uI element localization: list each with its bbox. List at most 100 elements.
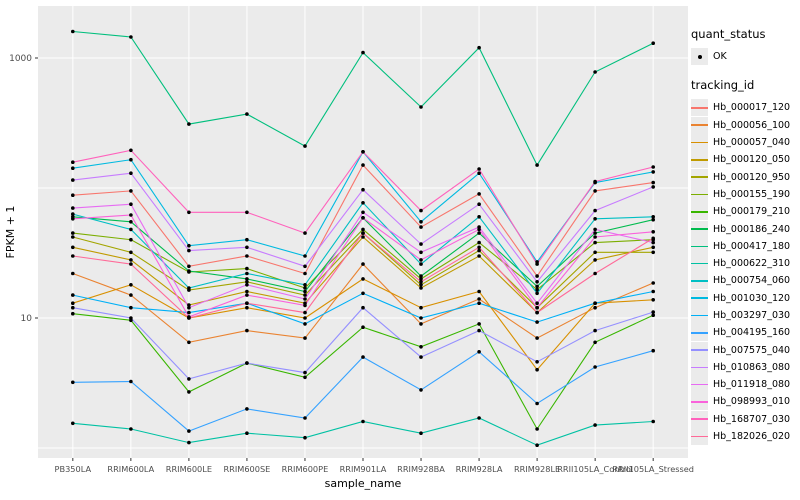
line-swatch-icon: [691, 297, 708, 299]
legend-entry-tracking: Hb_000622_310: [691, 255, 791, 273]
legend-entry-tracking: Hb_004195_160: [691, 324, 791, 342]
series-color-key: [691, 168, 708, 186]
legend-entry-tracking: Hb_010863_080: [691, 358, 790, 376]
legend: quant_status OK tracking_id Hb_000017_12…: [691, 27, 791, 446]
data-point: [651, 41, 655, 45]
legend-entry-tracking: Hb_168707_030: [691, 410, 790, 428]
legend-label-tracking: Hb_001030_120: [713, 292, 791, 304]
series-color-key: [691, 307, 708, 324]
legend-entry-tracking: Hb_000120_950: [691, 168, 790, 186]
data-point: [535, 443, 539, 448]
legend-label-tracking: Hb_000417_180: [713, 240, 791, 252]
data-point: [593, 423, 597, 427]
data-point: [129, 227, 133, 232]
data-point: [593, 240, 597, 245]
legend-label-tracking: Hb_000120_050: [713, 154, 791, 166]
x-axis-title: sample_name: [325, 477, 402, 490]
point-icon: [697, 54, 702, 59]
data-point: [593, 328, 597, 333]
data-point: [477, 227, 481, 232]
line-swatch-icon: [691, 193, 708, 196]
data-point: [303, 435, 307, 440]
data-point: [245, 280, 249, 284]
data-point: [651, 281, 655, 285]
data-point: [477, 202, 481, 206]
legend-label-tracking: Hb_000017_120: [713, 102, 791, 114]
series-color-key: [691, 289, 708, 307]
data-point: [419, 258, 423, 262]
legend-entry-tracking: Hb_003297_030: [691, 307, 790, 324]
data-point: [361, 355, 365, 359]
data-point: [187, 377, 191, 381]
line-swatch-icon: [691, 366, 708, 369]
data-point: [187, 310, 191, 315]
data-point: [651, 217, 655, 222]
legend-label-tracking: Hb_000622_310: [713, 258, 791, 270]
data-point: [361, 163, 365, 167]
legend-label-tracking: Hb_003297_030: [713, 310, 791, 321]
data-point: [187, 122, 191, 126]
data-point: [245, 328, 249, 333]
data-point: [361, 150, 365, 154]
data-point: [477, 231, 481, 235]
data-point: [245, 301, 249, 306]
data-point: [303, 289, 307, 294]
data-point: [361, 210, 365, 215]
legend-label-tracking: Hb_000056_100: [713, 119, 791, 131]
data-point: [535, 367, 539, 372]
data-point: [419, 250, 423, 255]
data-point: [535, 274, 539, 278]
data-point: [129, 250, 133, 255]
data-point: [535, 287, 539, 292]
line-swatch-icon: [691, 314, 708, 317]
data-point: [129, 213, 133, 217]
legend-entry-tracking: Hb_007575_040: [691, 341, 790, 359]
data-point: [129, 283, 133, 287]
data-point: [71, 29, 75, 34]
data-point: [129, 189, 133, 193]
legend-tracking-entries: Hb_000017_120 Hb_000056_100 Hb_000057_040 H…: [691, 99, 791, 446]
data-point: [187, 316, 191, 320]
data-point: [71, 254, 75, 258]
data-point: [651, 298, 655, 302]
line-swatch-icon: [691, 349, 708, 351]
data-point: [245, 254, 249, 258]
legend-spacer: [691, 65, 790, 78]
data-point: [187, 440, 191, 445]
data-point: [535, 291, 539, 296]
legend-entry-tracking: Hb_000179_210: [691, 203, 790, 221]
data-point: [245, 271, 249, 276]
legend-entry-tracking: Hb_098993_010: [691, 393, 790, 411]
data-point: [303, 303, 307, 308]
data-point: [361, 325, 365, 330]
line-swatch-icon: [691, 159, 708, 161]
data-point: [419, 105, 423, 109]
data-point: [71, 217, 75, 221]
data-point: [187, 210, 191, 215]
line-swatch-icon: [691, 210, 708, 213]
data-point: [477, 328, 481, 333]
data-point: [303, 283, 307, 287]
data-point: [245, 407, 249, 411]
data-point: [419, 286, 423, 290]
data-point: [651, 215, 655, 219]
data-point: [535, 301, 539, 306]
data-point: [187, 429, 191, 433]
legend-label-tracking: Hb_004195_160: [713, 327, 791, 339]
data-point: [303, 416, 307, 420]
line-swatch-icon: [691, 176, 708, 178]
series-color-key: [691, 376, 708, 394]
data-point: [71, 166, 75, 170]
data-point: [535, 320, 539, 324]
series-color-key: [691, 410, 708, 428]
data-point: [651, 419, 655, 424]
data-point: [71, 193, 75, 197]
x-tick-label: RRIM928LE: [514, 464, 560, 474]
data-point: [361, 235, 365, 239]
data-point: [419, 283, 423, 287]
legend-label-ok: OK: [713, 51, 727, 63]
data-point: [187, 248, 191, 253]
data-point: [303, 286, 307, 290]
data-point: [477, 215, 481, 219]
